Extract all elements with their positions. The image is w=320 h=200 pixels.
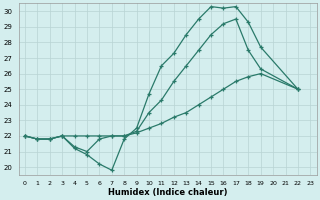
X-axis label: Humidex (Indice chaleur): Humidex (Indice chaleur): [108, 188, 228, 197]
